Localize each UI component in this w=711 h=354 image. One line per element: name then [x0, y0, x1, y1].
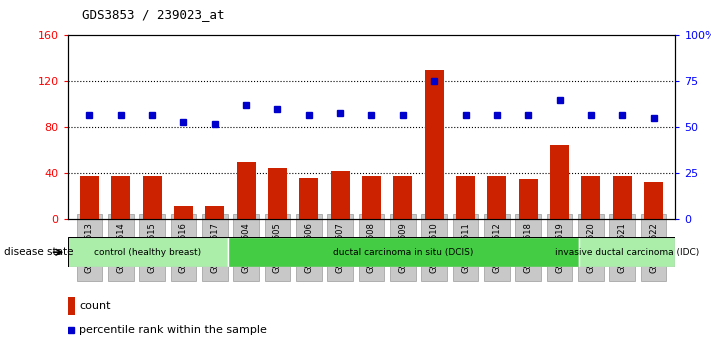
Bar [268, 168, 287, 219]
Bar [579, 237, 675, 267]
Text: invasive ductal carcinoma (IDC): invasive ductal carcinoma (IDC) [555, 248, 700, 257]
Text: disease state: disease state [4, 247, 73, 257]
Bar [228, 237, 579, 267]
Bar [112, 176, 130, 219]
Bar [205, 206, 224, 219]
Bar [362, 176, 381, 219]
Bar [582, 176, 600, 219]
Bar [644, 182, 663, 219]
Bar [488, 176, 506, 219]
Bar [331, 171, 350, 219]
Bar [456, 176, 475, 219]
Text: count: count [80, 301, 111, 311]
Text: GDS3853 / 239023_at: GDS3853 / 239023_at [82, 8, 224, 21]
Bar [519, 179, 538, 219]
Bar [80, 176, 99, 219]
Text: control (healthy breast): control (healthy breast) [94, 248, 201, 257]
Bar [424, 70, 444, 219]
Bar [237, 162, 255, 219]
Bar [299, 178, 319, 219]
Bar [393, 176, 412, 219]
Bar [174, 206, 193, 219]
Text: percentile rank within the sample: percentile rank within the sample [80, 325, 267, 335]
Bar [613, 176, 631, 219]
Bar [550, 145, 569, 219]
Text: ductal carcinoma in situ (DCIS): ductal carcinoma in situ (DCIS) [333, 248, 474, 257]
Bar [68, 237, 228, 267]
Bar [68, 297, 75, 314]
Bar [143, 176, 161, 219]
